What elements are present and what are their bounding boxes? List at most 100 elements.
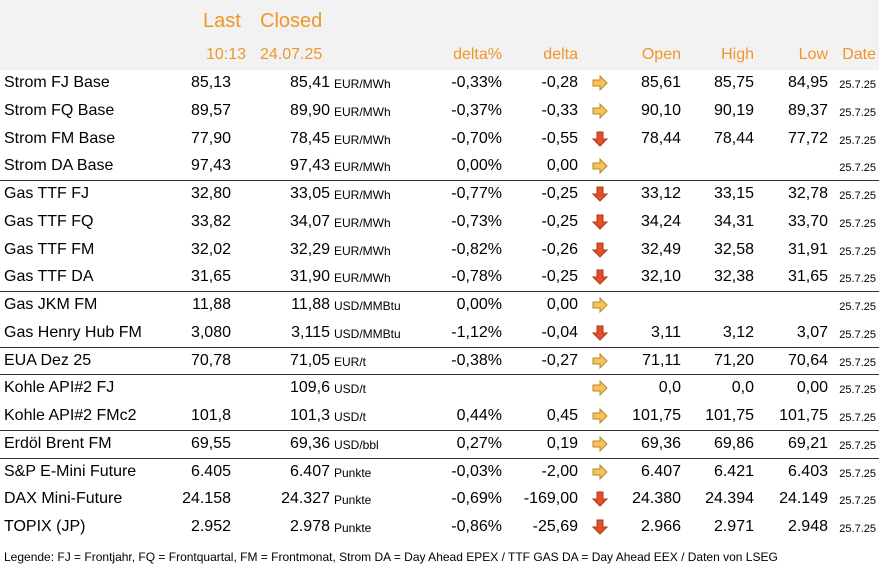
high-value: 78,44 [713, 129, 754, 147]
closed-value: 89,90 [289, 101, 330, 119]
date-value: 25.7.25 [839, 384, 876, 397]
open-value: 3,11 [651, 323, 681, 341]
date-value: 25.7.25 [839, 79, 876, 91]
high-value: 34,31 [713, 212, 754, 230]
closed-value: 71,05 [289, 351, 330, 369]
date-value: 25.7.25 [839, 273, 876, 286]
unit: USD/bbl [334, 437, 379, 452]
arrow-right [592, 102, 608, 119]
open-value: 24.380 [632, 490, 681, 508]
delta-pct: -0,33% [451, 74, 502, 91]
low-value: 77,72 [787, 129, 828, 147]
closed-value: 97,43 [289, 157, 330, 175]
low-value: 31,65 [787, 268, 828, 286]
delta-pct: -0,69% [451, 490, 502, 508]
delta: -2,00 [541, 462, 578, 480]
group-separator [0, 180, 879, 181]
group-separator [0, 430, 879, 431]
date-value: 25.7.25 [839, 412, 876, 424]
unit: EUR/MWh [334, 215, 391, 230]
closed-value: 24.327 [281, 490, 330, 508]
open-value: 78,44 [640, 129, 681, 147]
group-separator [0, 374, 879, 375]
arrow-right [592, 75, 608, 91]
low-value: 0,00 [796, 379, 828, 397]
delta-pct: -0,77% [451, 185, 502, 202]
unit: Punkte [334, 521, 372, 535]
instrument-name: Gas TTF FJ [4, 185, 90, 202]
header-delta-pct: delta% [453, 46, 502, 63]
open-value: 0,0 [658, 379, 681, 397]
delta-pct: -0,82% [451, 240, 502, 258]
unit: USD/t [334, 382, 367, 397]
legend: Legende: FJ = Frontjahr, FQ = Frontquart… [4, 550, 778, 564]
date-value: 25.7.25 [839, 190, 876, 202]
low-value: 84,95 [787, 74, 828, 91]
delta: 0,00 [546, 157, 578, 175]
instrument-name: TOPIX (JP) [4, 518, 86, 535]
open-value: 32,49 [640, 240, 681, 258]
delta-pct: 0,44% [456, 407, 502, 424]
arrow-right [592, 158, 608, 175]
last-value: 11,88 [192, 296, 231, 313]
high-value: 24.394 [705, 490, 754, 508]
instrument-name: Gas Henry Hub FM [4, 323, 142, 341]
closed-value: 34,07 [289, 212, 330, 230]
closed-value: 33,05 [289, 185, 330, 202]
instrument-name: S&P E-Mini Future [4, 462, 137, 480]
date-value: 25.7.25 [839, 162, 876, 175]
instrument-name: Strom FJ Base [4, 74, 110, 91]
date-value: 25.7.25 [839, 467, 876, 480]
delta-pct: -0,78% [451, 268, 502, 286]
delta: -0,04 [541, 323, 578, 341]
instrument-name: Erdöl Brent FM [4, 434, 112, 452]
high-value: 71,20 [713, 351, 754, 369]
closed-value: 109,6 [289, 379, 330, 397]
instrument-name: EUA Dez 25 [4, 351, 92, 369]
instrument-name: Gas TTF DA [4, 268, 94, 286]
arrow-down [592, 131, 608, 147]
header-background [0, 0, 879, 70]
arrow-down [592, 269, 608, 285]
closed-value: 2.978 [289, 518, 330, 535]
delta: 0,19 [546, 434, 578, 452]
header-last: Last [203, 10, 241, 32]
last-value: 101,8 [190, 407, 231, 424]
high-value: 90,19 [713, 101, 754, 119]
date-value: 25.7.25 [839, 439, 876, 452]
last-value: 31,65 [190, 268, 231, 286]
low-value: 70,64 [787, 351, 828, 369]
delta-pct: -0,37% [451, 101, 502, 119]
low-value: 33,70 [787, 212, 828, 230]
low-value: 31,91 [787, 240, 828, 258]
unit: EUR/MWh [334, 188, 391, 202]
unit: USD/MMBtu [334, 326, 401, 341]
date-value: 25.7.25 [839, 495, 876, 508]
instrument-name: Kohle API#2 FJ [4, 379, 115, 397]
open-value: 69,36 [640, 434, 681, 452]
delta: 0,00 [546, 296, 578, 313]
unit: EUR/MWh [334, 104, 391, 119]
instrument-name: Strom FQ Base [4, 101, 115, 119]
closed-value: 78,45 [289, 129, 330, 147]
open-value: 90,10 [640, 101, 681, 119]
header-closed: Closed [260, 10, 323, 32]
date-value: 25.7.25 [839, 328, 876, 341]
open-value: 2.966 [640, 518, 681, 535]
high-value: 33,15 [713, 185, 754, 202]
group-separator [0, 458, 879, 459]
low-value: 6.403 [787, 462, 828, 480]
unit: EUR/t [334, 354, 367, 369]
last-value: 85,13 [190, 74, 231, 91]
open-value: 33,12 [640, 185, 681, 202]
header-high: High [721, 46, 754, 63]
arrow-right [592, 352, 608, 369]
delta-pct: -0,38% [451, 351, 502, 369]
unit: EUR/MWh [334, 77, 391, 91]
high-value: 2.971 [713, 518, 754, 535]
delta: -25,69 [532, 518, 578, 535]
arrow-right [592, 380, 608, 397]
group-separator [0, 347, 879, 348]
last-value: 6.405 [190, 462, 231, 480]
